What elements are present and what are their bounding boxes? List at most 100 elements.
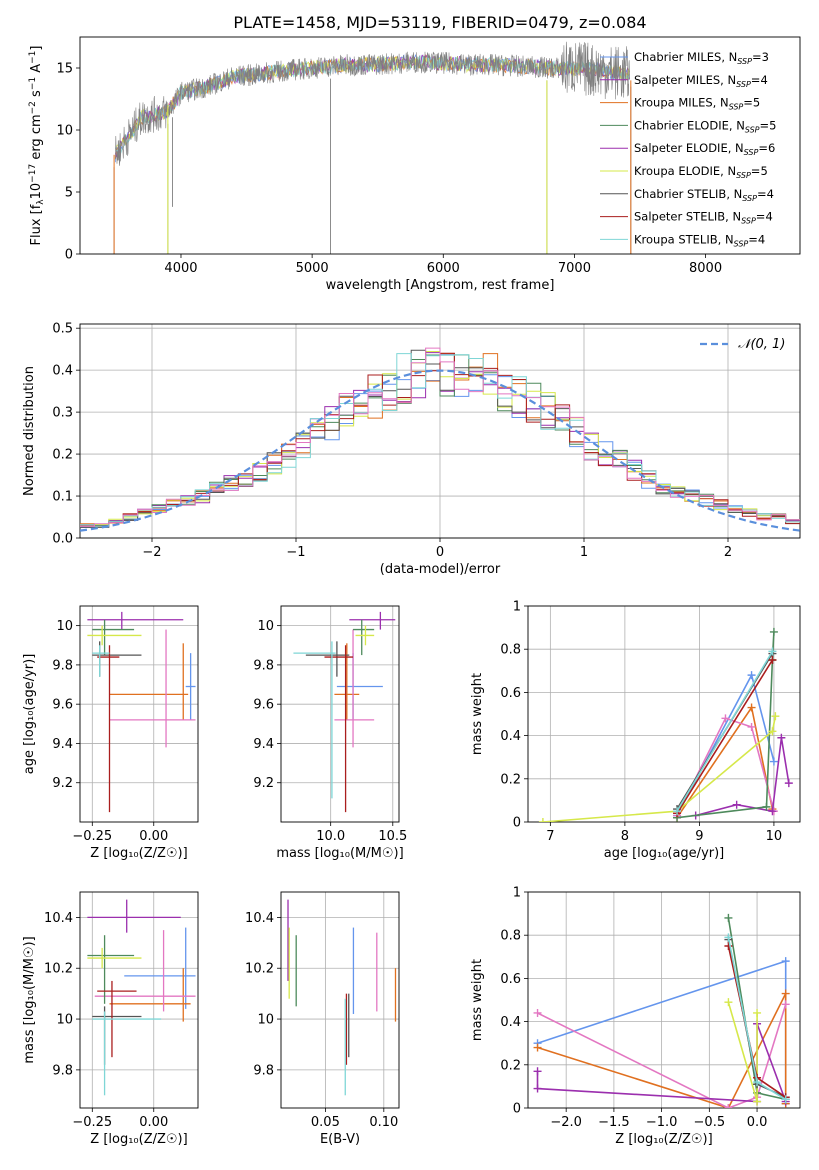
age_vs_Z-ytick-label: 9.8 (52, 658, 73, 673)
weight_vs_age-axes: 7 8 9 10 0 0.2 0.4 0.6 0.8 1 age [log₁₀(age/yr)] ma… (470, 600, 801, 861)
spectrum-ytick-label: 0 (65, 248, 73, 263)
weight-point-marker (673, 807, 682, 816)
legend-sep: , (725, 210, 732, 224)
mass_vs_EBV-xlabel: E(B-V) (320, 1132, 360, 1147)
spectrum-ytick-label: 10 (56, 124, 73, 139)
weight-point-marker (771, 712, 780, 721)
legend-n-sub: SSP (741, 217, 756, 226)
legend-eq: = (748, 232, 758, 246)
weight_vs_Z-ytick-label: 1 (513, 886, 521, 901)
weight-point-marker (732, 800, 741, 809)
weight_vs_Z-ytick-label: 0.2 (500, 1058, 521, 1073)
spectrum-ylabel-part: ] (29, 46, 44, 51)
mass_vs_EBV-xtick-label: 0.05 (311, 1115, 340, 1130)
residuals-ylabel: Normed distribution (22, 366, 37, 496)
weight-point-marker (753, 1008, 762, 1017)
age_vs_mass-ytick-label: 9.4 (253, 737, 274, 752)
age_vs_mass-ytick-label: 9.6 (253, 698, 274, 713)
legend-model: Kroupa MILES (634, 96, 713, 110)
legend-eq: = (757, 187, 767, 201)
weight-point-marker (768, 656, 777, 664)
weight-series-line (676, 717, 775, 816)
weight-point-marker (747, 671, 756, 680)
mass_vs_Z-xtick-label: −0.25 (72, 1115, 112, 1130)
spectrum-ytick-label: 5 (65, 186, 73, 201)
legend-n-label: N (736, 118, 745, 132)
observed-spectrum-line (115, 41, 630, 166)
legend-sep: , (729, 118, 736, 132)
spectrum-ylabel-part: −17 (28, 164, 38, 183)
age_vs_mass-xlabel: mass [log₁₀(M/M☉)] (276, 846, 403, 861)
weight-point-marker (781, 989, 790, 998)
weight-point-marker (784, 779, 793, 788)
weight_vs_Z-ytick-label: 0.8 (500, 929, 521, 944)
weight-point-marker (781, 1000, 790, 1009)
legend-n-sub: SSP (736, 171, 751, 180)
weight_vs_age-xtick-label: 9 (695, 829, 703, 844)
legend-eq: = (743, 96, 753, 110)
weight_vs_age-xtick-label: 8 (621, 829, 629, 844)
age_vs_mass-ytick-label: 9.8 (253, 658, 274, 673)
residuals-ytick-label: 0.3 (52, 406, 73, 421)
weight-point-marker (747, 703, 756, 712)
residuals-ytick-label: 0.5 (52, 322, 73, 337)
weight-point-marker (769, 627, 778, 636)
mass_vs_EBV-axes: 0.05 0.10 9.8 10 10.2 10.4 E(B-V) (245, 891, 400, 1147)
age_vs_Z-ytick-label: 9.4 (52, 737, 73, 752)
legend-entry: Salpeter MILES, NSSP=4 (634, 73, 768, 89)
legend-n-sub: SSP (736, 80, 751, 89)
weight-point-marker (538, 818, 547, 822)
weight-point-marker (724, 933, 733, 942)
weight_vs_age-xlabel: age [log₁₀(age/yr)] (604, 846, 725, 861)
weight-series-line (727, 1001, 758, 1102)
weight_vs_age-ytick-label: 0.2 (500, 772, 521, 787)
residuals-xlabel: (data-model)/error (380, 562, 501, 577)
weight-point-marker (768, 727, 777, 736)
legend-eq: = (751, 73, 761, 87)
mass_vs_EBV-xtick-label: 0.10 (369, 1115, 398, 1130)
legend-entry: Salpeter ELODIE, NSSP=6 (634, 141, 775, 157)
legend-model: Kroupa STELIB (634, 232, 718, 246)
mass_vs_EBV-points (287, 899, 397, 1096)
legend-n-label: N (734, 187, 743, 201)
spectrum-ylabel-part: A (29, 64, 44, 77)
mass_vs_EBV-ytick-label: 9.8 (253, 1063, 274, 1078)
weight_vs_Z-xtick-label: −1.0 (646, 1115, 678, 1130)
legend-model: Salpeter STELIB (634, 210, 725, 224)
legend-model: Chabrier MILES (634, 50, 721, 64)
weight_vs_Z-xtick-label: −1.5 (598, 1115, 630, 1130)
legend-entry: Chabrier MILES, NSSP=3 (634, 50, 769, 66)
weight-point-marker (747, 722, 756, 731)
spectrum-ylabel-part: 10 (29, 183, 44, 200)
weight-series-line (542, 716, 777, 822)
age_vs_Z-xtick-label: −0.25 (72, 829, 112, 844)
residual-histogram (80, 349, 800, 528)
legend-n-value: 4 (765, 210, 772, 224)
legend-entry: Salpeter STELIB, NSSP=4 (634, 210, 773, 226)
age_vs_mass-points (293, 611, 396, 813)
residuals-ytick-label: 0.2 (52, 448, 73, 463)
legend-n-label: N (727, 73, 736, 87)
weight-point-marker (753, 1078, 762, 1087)
weight-point-marker (533, 1008, 542, 1017)
legend-n-label: N (725, 232, 734, 246)
weight_vs_age-xtick-label: 10 (766, 829, 783, 844)
legend-n-value: 4 (760, 73, 767, 87)
legend-model: Chabrier STELIB (634, 187, 726, 201)
age_vs_Z-ylabel: age [log₁₀(age/yr)] (22, 654, 37, 775)
mass_vs_Z-points (87, 899, 196, 1096)
weight_vs_age-ytick-label: 0.4 (500, 729, 521, 744)
spectrum-xlabel: wavelength [Angstrom, rest frame] (326, 278, 555, 293)
weight_vs_age-series (538, 627, 793, 822)
weight_vs_Z-xtick-label: −2.0 (550, 1115, 582, 1130)
mass_vs_Z-ylabel: mass [log₁₀(M/M☉)] (22, 936, 37, 1063)
weight_vs_Z-ytick-label: 0.6 (500, 972, 521, 987)
legend-n-sub: SSP (742, 194, 757, 203)
legend-sep: , (728, 141, 735, 155)
spectrum-axes: 4000 5000 6000 7000 8000 0 5 10 15 wavelength [An… (56, 36, 801, 293)
weight-point-marker (724, 913, 733, 922)
legend-n-sub: SSP (734, 239, 749, 248)
weight_vs_Z-ylabel: mass weight (470, 959, 485, 1041)
